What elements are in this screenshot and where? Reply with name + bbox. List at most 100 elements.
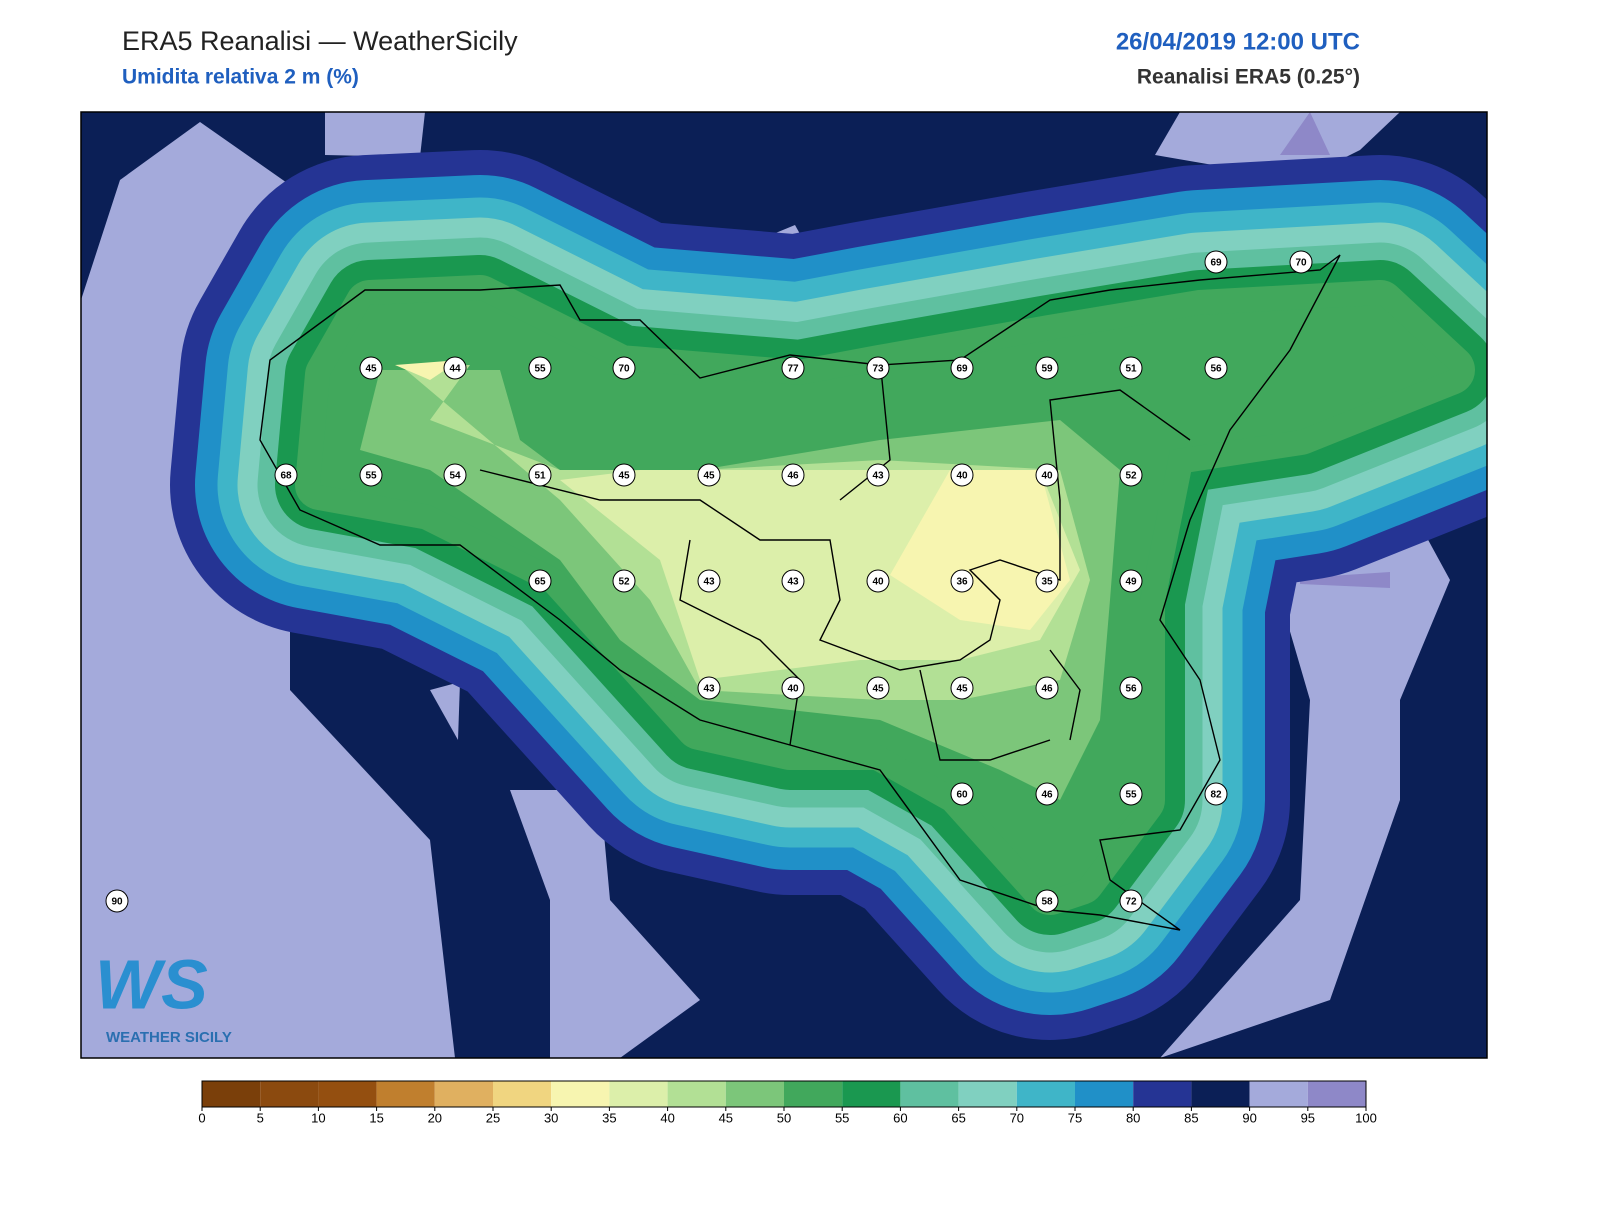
- station-marker: [612, 356, 636, 380]
- colorbar-tick-label: 45: [719, 1110, 733, 1125]
- station-marker: [274, 463, 298, 487]
- colorbar-bin: [202, 1081, 261, 1107]
- station-value: 43: [703, 577, 715, 588]
- station-value: 56: [1125, 684, 1137, 695]
- colorbar-tick-label: 90: [1242, 1110, 1256, 1125]
- colorbar-tick-label: 60: [893, 1110, 907, 1125]
- colorbar-tick-label: 5: [257, 1110, 264, 1125]
- colorbar-tick-label: 15: [369, 1110, 383, 1125]
- colorbar-tick-label: 100: [1355, 1110, 1377, 1125]
- colorbar-bin: [1249, 1081, 1308, 1107]
- station-marker: [105, 889, 129, 913]
- station-marker: [1119, 676, 1143, 700]
- station-value: 52: [1125, 471, 1137, 482]
- colorbar-tick-label: 35: [602, 1110, 616, 1125]
- station-marker: [950, 569, 974, 593]
- colorbar-tick-label: 95: [1301, 1110, 1315, 1125]
- humidity-band: [890, 470, 1070, 630]
- humidity-band: [395, 360, 460, 380]
- station-value: 40: [1041, 471, 1053, 482]
- date: 26/04/2019 12:00 UTC: [1116, 28, 1360, 55]
- colorbar-bin: [1191, 1081, 1250, 1107]
- station-value: 73: [872, 364, 884, 375]
- station-marker: [866, 463, 890, 487]
- colorbar-tick-label: 65: [951, 1110, 965, 1125]
- colorbar-bin: [900, 1081, 959, 1107]
- station-value: 55: [1125, 790, 1137, 801]
- station-marker: [612, 463, 636, 487]
- colorbar-tick-label: 70: [1010, 1110, 1024, 1125]
- station-value: 52: [618, 577, 630, 588]
- station-value: 69: [1210, 258, 1222, 269]
- colorbar-bin: [376, 1081, 435, 1107]
- colorbar-bin: [493, 1081, 552, 1107]
- station-marker: [1035, 463, 1059, 487]
- colorbar-tick-label: 25: [486, 1110, 500, 1125]
- map-frame: [80, 111, 1488, 1059]
- colorbar-tick-label: 0: [198, 1110, 205, 1125]
- station-value: 46: [1041, 790, 1053, 801]
- very-humid-area: [1300, 572, 1390, 588]
- station-value: 56: [1210, 364, 1222, 375]
- station-value: 45: [872, 684, 884, 695]
- station-value: 82: [1210, 790, 1222, 801]
- station-marker: [1035, 676, 1059, 700]
- station-marker: [528, 569, 552, 593]
- station-value: 40: [872, 577, 884, 588]
- colorbar-bin: [958, 1081, 1017, 1107]
- subtitle: Umidita relativa 2 m (%): [122, 66, 359, 89]
- station-value: 55: [365, 471, 377, 482]
- station-value: 55: [534, 364, 546, 375]
- station-marker: [866, 356, 890, 380]
- colorbar-tick-label: 40: [660, 1110, 674, 1125]
- station-value: 70: [618, 364, 630, 375]
- stations: 69 70 45 44 55 70 77 73 69 59 51 56 68 55 54 51 45 45 46 43…: [105, 250, 1313, 913]
- station-marker: [950, 356, 974, 380]
- station-marker: [1035, 569, 1059, 593]
- station-marker: [781, 676, 805, 700]
- station-value: 40: [956, 471, 968, 482]
- station-marker: [443, 356, 467, 380]
- station-marker: [1035, 889, 1059, 913]
- source: Reanalisi ERA5 (0.25°): [1137, 66, 1360, 89]
- colorbar-tick-label: 55: [835, 1110, 849, 1125]
- colorbar-tick-label: 30: [544, 1110, 558, 1125]
- station-marker: [528, 463, 552, 487]
- station-value: 70: [1295, 258, 1307, 269]
- station-value: 54: [449, 471, 461, 482]
- colorbar-bin: [784, 1081, 843, 1107]
- colorbar-tick-label: 10: [311, 1110, 325, 1125]
- station-value: 49: [1125, 577, 1137, 588]
- station-marker: [1204, 782, 1228, 806]
- station-value: 36: [956, 577, 968, 588]
- station-value: 58: [1041, 897, 1053, 908]
- station-marker: [781, 356, 805, 380]
- colorbar-tick-label: 75: [1068, 1110, 1082, 1125]
- station-marker: [950, 782, 974, 806]
- station-marker: [950, 463, 974, 487]
- coastline: [259, 254, 1341, 931]
- colorbar-bin: [260, 1081, 319, 1107]
- very-humid-area: [1280, 112, 1330, 155]
- station-marker: [1035, 356, 1059, 380]
- colorbar-bin: [434, 1081, 493, 1107]
- colorbar: 0 5 10 15 20 25 30 35 40 45 50 55 60 65 70 75 80 85 90 95 10…: [198, 1080, 1377, 1125]
- station-marker: [443, 463, 467, 487]
- station-value: 51: [534, 471, 546, 482]
- station-marker: [697, 463, 721, 487]
- station-marker: [781, 569, 805, 593]
- station-marker: [528, 356, 552, 380]
- station-value: 72: [1125, 897, 1137, 908]
- station-value: 45: [618, 471, 630, 482]
- station-value: 45: [703, 471, 715, 482]
- station-value: 77: [787, 364, 799, 375]
- station-value: 68: [280, 471, 292, 482]
- station-value: 65: [534, 577, 546, 588]
- station-marker: [950, 676, 974, 700]
- colorbar-bin: [609, 1081, 668, 1107]
- humidity-bands: [170, 150, 1487, 1040]
- station-value: 35: [1041, 577, 1053, 588]
- station-value: 51: [1125, 364, 1137, 375]
- station-marker: [1119, 782, 1143, 806]
- station-marker: [1119, 569, 1143, 593]
